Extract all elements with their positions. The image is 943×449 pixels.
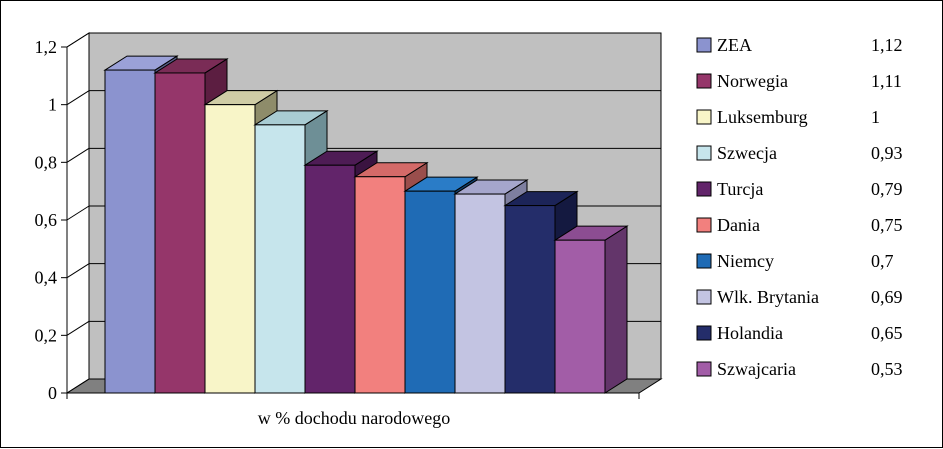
y-tick-label: 0,4 [35,268,58,288]
legend-label: Norwegia [717,71,788,91]
bar-side [604,225,628,394]
legend-swatch [696,253,712,269]
legend-value: 1 [871,107,880,127]
gridline-side [66,147,90,163]
legend-label: Wlk. Brytania [717,287,819,307]
legend-item: Luksemburg 1 [696,107,880,127]
legend-swatch [696,361,712,377]
legend-value: 0,69 [871,287,903,307]
legend-label: Luksemburg [717,107,808,127]
legend-item: Szwecja 0,93 [696,143,903,163]
gridline-side [66,263,90,279]
legend-swatch [696,289,712,305]
legend-swatch [696,325,712,341]
bar-front [204,104,256,394]
legend-item: Norwegia 1,11 [696,71,902,91]
legend-item: Dania 0,75 [696,215,903,235]
legend-item: Turcja 0,79 [696,179,903,199]
bar-front [404,190,456,394]
legend-item: ZEA 1,12 [696,35,903,55]
y-tick-label: 1,2 [35,37,58,57]
legend-swatch [696,181,712,197]
legend-value: 0,7 [871,251,894,271]
legend-item: Holandia 0,65 [696,323,903,343]
legend-label: Turcja [717,179,763,199]
legend-value: 0,75 [871,215,903,235]
legend-item: Szwajcaria 0,53 [696,359,903,379]
y-tick-label: 0,8 [35,152,58,172]
legend-label: Holandia [717,323,783,343]
x-axis-label: w % dochodu narodowego [258,408,450,428]
legend-value: 1,11 [871,71,902,91]
legend-label: Dania [717,215,760,235]
bar-front [354,176,406,394]
y-tick-label: 0,6 [35,210,58,230]
bar-front [104,69,156,394]
bar-front [504,205,556,394]
y-tick-label: 1 [48,95,57,115]
legend-swatch [696,73,712,89]
legend-label: Szwecja [717,143,777,163]
legend-label: Szwajcaria [717,359,796,379]
gridline-side [66,90,90,106]
bar-front [554,239,606,394]
legend-label: ZEA [717,35,752,55]
legend-label: Niemcy [717,251,774,271]
bar-front [154,72,206,394]
bar-szwajcaria [553,225,629,394]
legend-swatch [696,37,712,53]
legend-value: 0,53 [871,359,903,379]
gridline-side [66,320,90,336]
legend-value: 0,65 [871,323,903,343]
bar-front [454,193,506,394]
gridline-side [66,205,90,221]
bars [103,55,629,394]
y-tick-label: 0,2 [35,325,58,345]
legend-value: 0,93 [871,143,903,163]
legend-swatch [696,109,712,125]
gridline-side [66,32,90,48]
legend-item: Wlk. Brytania 0,69 [696,287,903,307]
bar-front [304,164,356,394]
legend-item: Niemcy 0,7 [696,251,894,271]
bar-front [254,124,306,394]
legend-value: 1,12 [871,35,903,55]
legend-swatch [696,145,712,161]
legend-swatch [696,217,712,233]
legend: ZEA 1,12 Norwegia 1,11 Luksemburg 1 Szwecja 0,9… [696,35,903,379]
legend-value: 0,79 [871,179,903,199]
y-tick-label: 0 [48,383,57,403]
